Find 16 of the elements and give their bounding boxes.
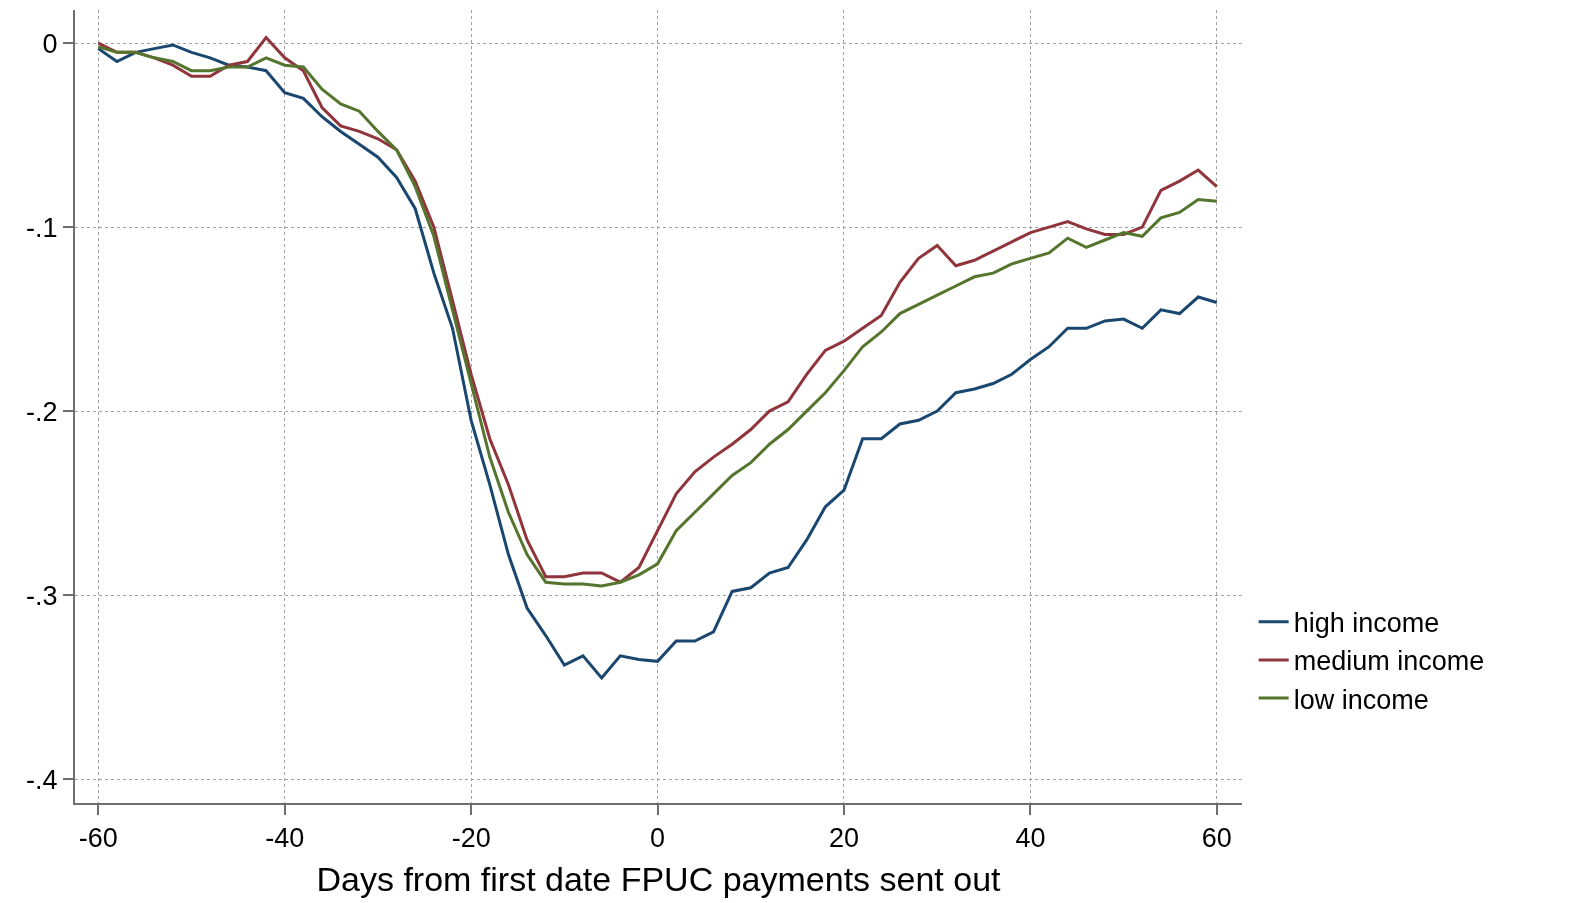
y-tick-label: -.4	[26, 764, 58, 795]
x-tick-label: -40	[265, 823, 305, 854]
x-tick-label: 0	[650, 823, 666, 854]
x-tick-label: -20	[451, 823, 491, 854]
legend-label: high income	[1293, 608, 1440, 639]
x-tick-label: 20	[828, 823, 860, 854]
y-tick-label: -.2	[26, 396, 58, 427]
x-axis-title: Days from first date FPUC payments sent out	[316, 860, 1002, 899]
x-tick-label: 40	[1015, 823, 1046, 854]
legend-label: medium income	[1293, 646, 1485, 677]
y-tick-label: -.1	[26, 212, 58, 243]
y-tick-label: 0	[42, 28, 58, 59]
legend-label: low income	[1293, 684, 1429, 715]
x-tick-label: 60	[1201, 823, 1232, 854]
y-tick-label: -.3	[26, 580, 58, 611]
x-tick-label: -60	[78, 823, 118, 854]
